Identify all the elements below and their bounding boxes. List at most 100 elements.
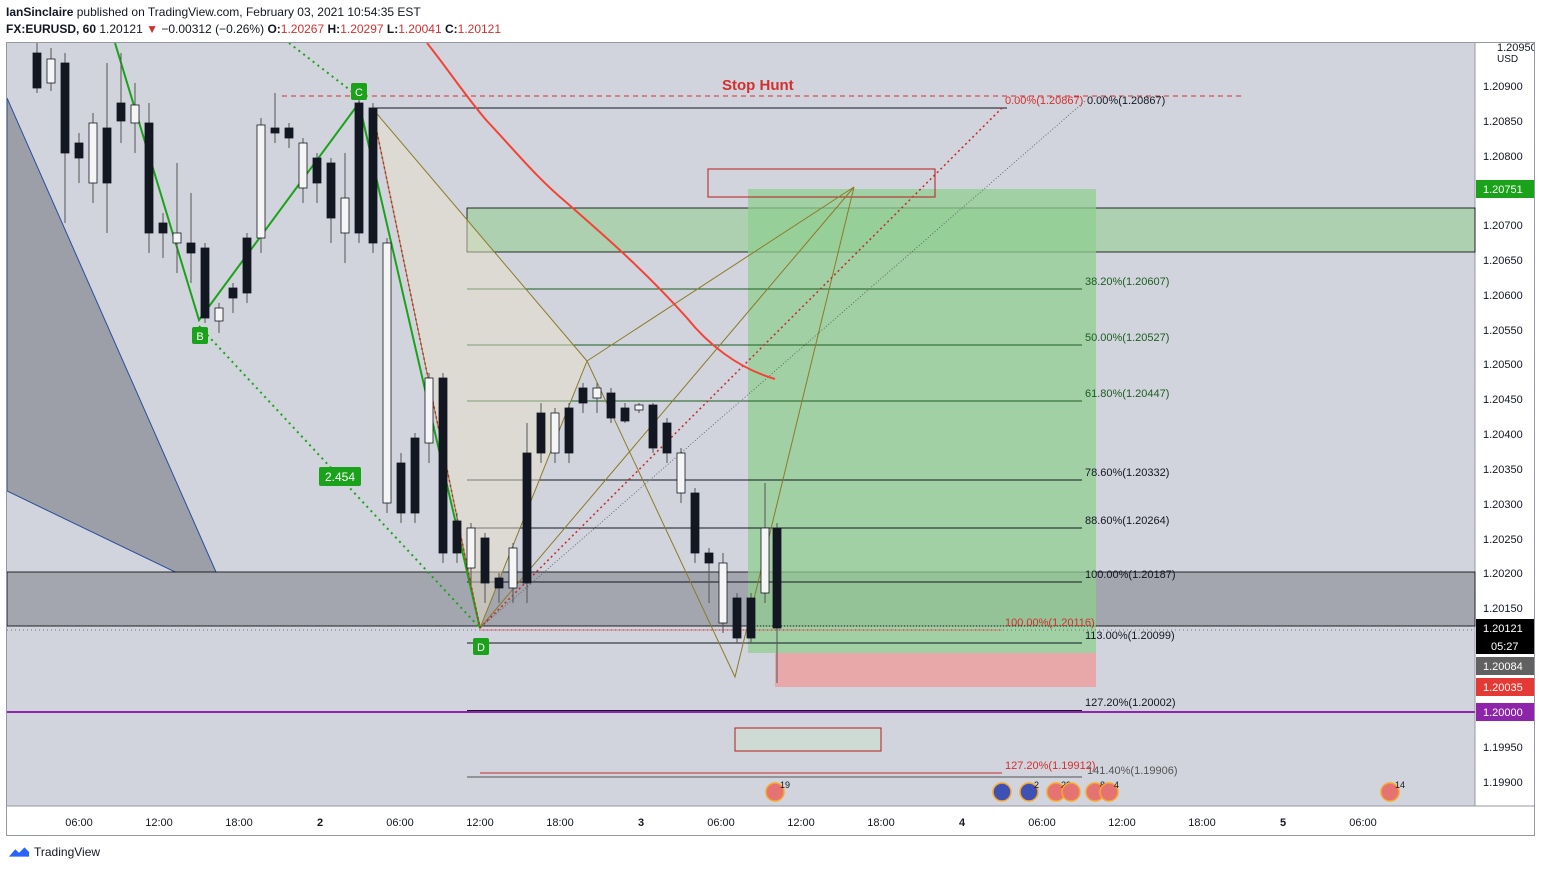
candle-body[interactable] — [480, 537, 490, 584]
event-flag-icon[interactable]: 14 — [1380, 780, 1405, 802]
fib-level-label: 50.00%(1.20527) — [1085, 332, 1169, 344]
candle-body[interactable] — [410, 437, 420, 514]
candle-body[interactable] — [60, 62, 70, 154]
down-arrow-icon: ▼ — [146, 22, 158, 36]
candle-body[interactable] — [326, 162, 336, 219]
point-d-marker[interactable]: D — [473, 638, 489, 655]
candle-body[interactable] — [116, 102, 126, 122]
candle-body[interactable] — [564, 407, 574, 454]
candle-body[interactable] — [312, 157, 322, 184]
candle-body[interactable] — [186, 242, 196, 254]
candle-body[interactable] — [704, 552, 714, 564]
price-tick-label: 1.19950 — [1483, 742, 1523, 754]
candle-body[interactable] — [396, 462, 406, 514]
time-tick-label: 4 — [959, 817, 966, 829]
candle-body[interactable] — [690, 492, 700, 554]
fib-red-level-label: 100.00%(1.20116) — [1005, 617, 1095, 629]
candle-body[interactable] — [74, 142, 84, 159]
candle-body[interactable] — [382, 242, 392, 504]
event-flag-icon[interactable] — [992, 782, 1012, 802]
stop-hunt-label: Stop Hunt — [722, 77, 794, 94]
moving-average-line[interactable] — [426, 43, 776, 380]
candle-body[interactable] — [88, 122, 98, 184]
long-position-target[interactable] — [748, 189, 1096, 653]
long-position-stop[interactable] — [775, 653, 1096, 687]
high-value: 1.20297 — [340, 22, 384, 36]
candle-body[interactable] — [634, 404, 644, 411]
abcd-pattern[interactable] — [114, 43, 481, 629]
candle-body[interactable] — [662, 422, 672, 454]
fib-level-label: 78.60%(1.20332) — [1085, 467, 1169, 479]
candle-body[interactable] — [772, 527, 782, 629]
event-flag-icon[interactable]: 19 — [765, 780, 790, 802]
time-tick-label: 06:00 — [1028, 817, 1056, 829]
footer-brand[interactable]: TradingView — [34, 845, 101, 859]
candle-body[interactable] — [676, 452, 686, 494]
candle-body[interactable] — [102, 127, 112, 184]
candle-body[interactable] — [466, 527, 476, 569]
candles[interactable] — [32, 43, 782, 683]
price-tick-label: 1.20400 — [1483, 429, 1523, 441]
candle-body[interactable] — [494, 577, 504, 589]
candle-body[interactable] — [200, 247, 210, 319]
event-flag-icon[interactable]: 2 — [1019, 780, 1039, 802]
ratio-marker[interactable]: 2.454 — [319, 467, 361, 486]
candle-body[interactable] — [760, 527, 770, 594]
candle-body[interactable] — [452, 520, 462, 554]
publisher-name[interactable]: IanSinclaire — [6, 5, 74, 19]
event-flag-icon[interactable] — [1061, 782, 1081, 802]
candle-body[interactable] — [144, 122, 154, 234]
point-c-label: C — [355, 87, 363, 99]
candle-body[interactable] — [536, 412, 546, 454]
price-axis-top-label: 1.20950 — [1497, 43, 1534, 54]
candle-body[interactable] — [32, 52, 42, 89]
ratio-label: 2.454 — [325, 470, 355, 484]
candle-body[interactable] — [172, 232, 182, 244]
candle-body[interactable] — [368, 107, 378, 244]
candle-body[interactable] — [718, 562, 728, 624]
published-text: published on TradingView.com, February 0… — [76, 5, 421, 19]
candle-body[interactable] — [214, 307, 224, 322]
candle-body[interactable] — [228, 287, 238, 299]
candle-body[interactable] — [46, 58, 56, 84]
candle-body[interactable] — [256, 124, 266, 239]
point-b-label: B — [196, 331, 203, 343]
candle-body[interactable] — [746, 597, 756, 639]
triangle-pattern[interactable] — [7, 97, 229, 599]
point-c-marker[interactable]: C — [351, 83, 367, 100]
point-b-marker[interactable]: B — [192, 327, 208, 344]
countdown-label: 05:27 — [1491, 641, 1519, 653]
time-axis[interactable] — [7, 806, 1534, 835]
price-tick-label: 1.20350 — [1483, 464, 1523, 476]
event-flag-icon[interactable]: 4 — [1099, 780, 1119, 802]
time-tick-label: 06:00 — [707, 817, 735, 829]
candle-body[interactable] — [242, 237, 252, 294]
chart-pane[interactable]: 0.00%(1.20867) 38.20%(1.20607) 50.00%(1.20… — [6, 42, 1535, 836]
candle-body[interactable] — [354, 102, 364, 234]
time-tick-label: 12:00 — [466, 817, 494, 829]
plot-area[interactable] — [7, 43, 1475, 806]
candle-body[interactable] — [424, 377, 434, 444]
fib-level-label: 38.20%(1.20607) — [1085, 276, 1169, 288]
tradingview-logo-icon[interactable] — [8, 845, 30, 859]
candle-body[interactable] — [550, 412, 560, 454]
candle-body[interactable] — [340, 197, 350, 234]
candle-body[interactable] — [270, 127, 280, 134]
lower-target-box[interactable] — [734, 727, 882, 752]
candle-body[interactable] — [732, 597, 742, 639]
candle-body[interactable] — [606, 392, 616, 419]
candle-body[interactable] — [592, 387, 602, 399]
candle-body[interactable] — [130, 104, 140, 124]
price-tick-label: 1.20450 — [1483, 394, 1523, 406]
candle-body[interactable] — [620, 407, 630, 422]
candle-body[interactable] — [298, 142, 308, 189]
candle-body[interactable] — [508, 547, 518, 589]
candle-body[interactable] — [648, 404, 658, 449]
target-box[interactable] — [707, 168, 936, 198]
candle-body[interactable] — [284, 127, 294, 139]
candle-body[interactable] — [522, 452, 532, 584]
candle-body[interactable] — [578, 387, 588, 404]
symbol-label[interactable]: FX:EURUSD, 60 — [6, 22, 97, 36]
candle-body[interactable] — [438, 377, 448, 554]
candle-body[interactable] — [158, 222, 168, 234]
